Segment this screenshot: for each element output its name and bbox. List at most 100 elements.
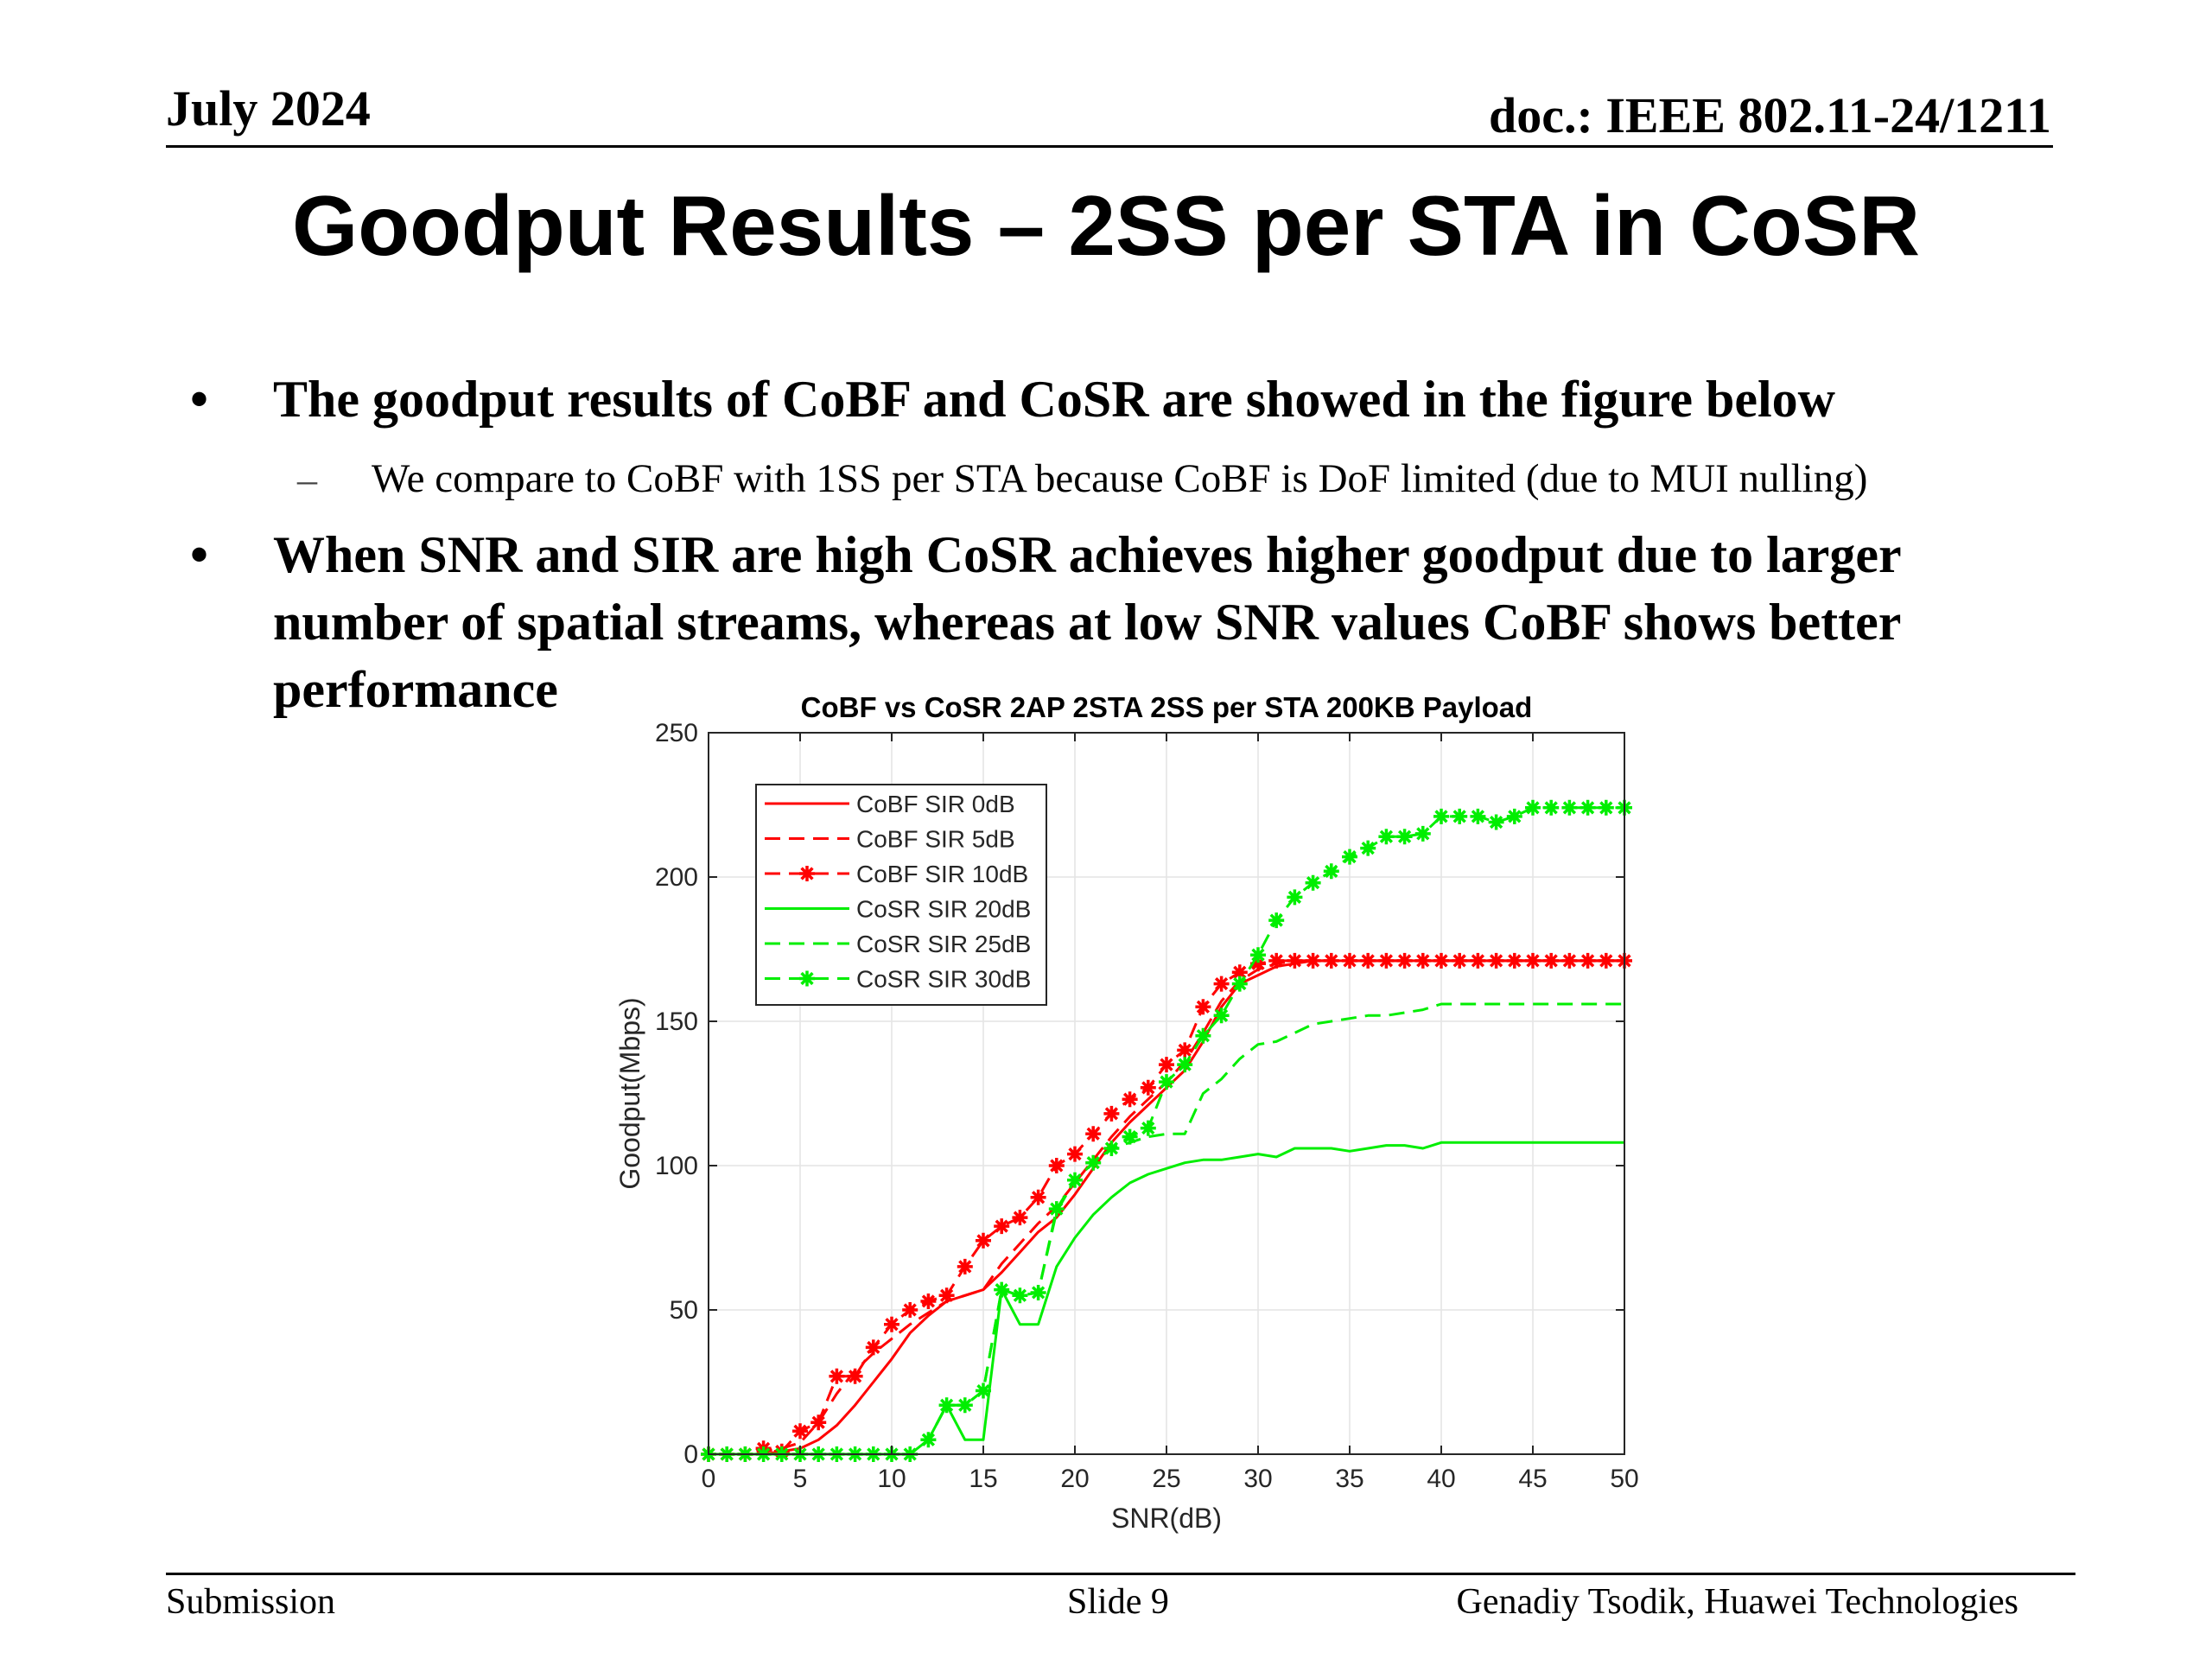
series-6-marker [957,1397,973,1414]
series-3-marker [847,1368,863,1384]
series-3-marker [1561,952,1578,969]
series-6-marker [1598,799,1614,816]
header-date: July 2024 [166,80,371,137]
series-3-marker [1159,1057,1174,1073]
y-tick-label: 50 [670,1296,698,1325]
series-3-marker [1103,1105,1120,1122]
series-3-marker [1433,952,1449,969]
x-tick-label: 25 [1152,1465,1180,1493]
footer-submission: Submission [166,1582,336,1622]
legend-marker-6 [799,970,815,987]
legend-label-3: CoBF SIR 10dB [856,861,1028,887]
series-3-marker [792,1423,808,1440]
series-6-marker [938,1397,955,1414]
series-6-marker [1360,840,1376,856]
series-3-marker [1305,952,1321,969]
footer-rule [166,1573,2075,1575]
x-tick-label: 40 [1427,1465,1455,1493]
series-3-marker [1323,952,1339,969]
series-6-marker [1378,829,1395,845]
series-6-marker [1195,1027,1211,1044]
y-tick-label: 150 [655,1007,698,1036]
bullet-1-symbol: • [190,371,209,428]
series-6-marker [1177,1057,1193,1073]
series-3-marker [1488,952,1504,969]
slide-title: Goodput Results – 2SS per STA in CoSR [292,178,1920,273]
y-tick-label: 200 [655,863,698,892]
x-tick-label: 35 [1335,1465,1363,1493]
x-tick-label: 45 [1518,1465,1547,1493]
series-6-marker [1067,1172,1083,1188]
header-doc-id: doc.: IEEE 802.11-24/1211 [1489,87,2051,143]
legend-label-5: CoSR SIR 25dB [856,931,1031,957]
legend-label-6: CoSR SIR 30dB [856,966,1031,993]
x-tick-label: 0 [702,1465,716,1493]
series-6-marker [1250,947,1266,963]
series-6-marker [1452,808,1468,824]
header-rule [166,145,2053,148]
series-6-marker [1268,912,1285,929]
series-3-marker [1414,952,1431,969]
y-axis-label: Goodput(Mbps) [614,997,645,1189]
series-3-marker [1177,1042,1193,1058]
series-3-marker [976,1232,991,1249]
legend-label-1: CoBF SIR 0dB [856,791,1015,817]
series-6-marker [1525,799,1541,816]
series-6-marker [1323,863,1339,880]
series-6-marker [1103,1141,1120,1156]
series-3-marker [994,1218,1010,1235]
series-6-marker [1506,808,1522,824]
x-tick-label: 50 [1610,1465,1638,1493]
series-3-marker [1506,952,1522,969]
series-3-marker [1287,952,1303,969]
series-6-marker [1140,1120,1156,1136]
series-3-marker [1598,952,1614,969]
series-3-marker [1067,1146,1083,1162]
series-3-marker [1378,952,1395,969]
series-3-marker [1543,952,1560,969]
sub-bullet-1-symbol: – [297,457,317,501]
series-6-marker [1012,1287,1028,1304]
series-6-marker [1030,1285,1046,1300]
bullet-2-symbol: • [190,526,209,583]
footer-slide-number: Slide 9 [1067,1582,1169,1622]
series-6-marker [976,1382,991,1399]
chart-title: CoBF vs CoSR 2AP 2STA 2SS per STA 200KB … [801,691,1533,723]
series-3-marker [1470,952,1486,969]
series-3-marker [1195,999,1211,1015]
goodput-chart: 0 5 10 15 20 25 30 35 40 45 50 0 50 100 150 200 250 CoBF … [588,683,1659,1555]
legend-marker-3 [799,866,815,881]
series-3-marker [1250,956,1266,972]
series-6-marker [1470,808,1486,824]
series-3-marker [1085,1126,1102,1142]
sub-bullet-1-text: We compare to CoBF with 1SS per STA beca… [372,456,1868,501]
legend-label-2: CoBF SIR 5dB [856,826,1015,853]
series-6-marker [1085,1154,1102,1171]
x-axis-label: SNR(dB) [1111,1503,1222,1534]
series-6-marker [994,1281,1010,1298]
series-3-marker [1012,1210,1028,1226]
series-3-marker [1122,1091,1138,1108]
series-3-marker [829,1368,845,1384]
series-6-marker [1396,829,1413,845]
y-tick-label: 100 [655,1152,698,1180]
series-6-marker [1159,1074,1174,1090]
series-6-marker [1122,1128,1138,1145]
series-6-marker [920,1432,937,1448]
legend-box [755,784,1047,1006]
series-3-marker [1048,1158,1065,1173]
x-tick-label: 30 [1243,1465,1272,1493]
series-3-marker [865,1339,881,1356]
footer-author: Genadiy Tsodik, Huawei Technologies [1456,1582,2018,1622]
series-3-marker [884,1316,899,1332]
x-tick-label: 5 [793,1465,808,1493]
series-3-marker [1231,964,1248,981]
series-3-marker [1525,952,1541,969]
x-tick-label: 20 [1060,1465,1089,1493]
series-3-marker [920,1294,937,1309]
series-3-marker [902,1302,918,1318]
series-6-marker [1231,976,1248,992]
series-3-marker [1342,952,1357,969]
series-6-marker [1287,889,1303,906]
series-3-marker [957,1258,973,1274]
